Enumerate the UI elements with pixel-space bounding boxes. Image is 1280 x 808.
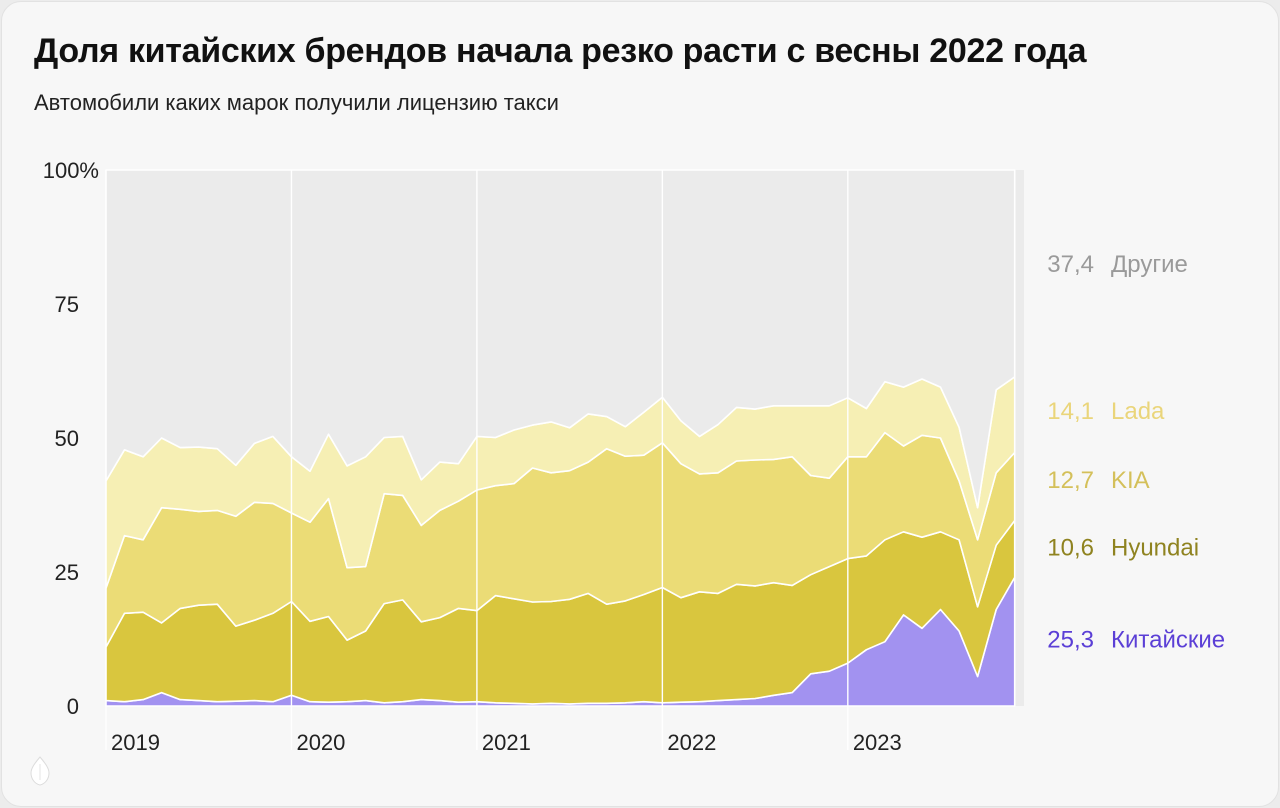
end-series-label: Китайские [1111,627,1225,654]
x-tick-label: 2021 [482,730,531,755]
y-tick-label: 100% [43,158,99,183]
end-series-label: Lada [1111,398,1165,425]
brand-logo-icon [30,756,50,786]
end-value-label: 37,4 [1047,251,1094,278]
chart-subtitle: Автомобили каких марок получили лицензию… [34,90,559,115]
x-tick-label: 2023 [853,730,902,755]
x-tick-label: 2022 [667,730,716,755]
gridlines [290,170,849,706]
y-tick-label: 50 [55,426,79,451]
end-labels: 25,3 Китайские 10,6 Hyundai 12,7 KIA 14,1 Lada 3… [1047,251,1225,654]
x-tick-label: 2019 [111,730,160,755]
end-series-label: Другие [1111,251,1188,278]
end-value-label: 12,7 [1047,467,1094,494]
x-tick-label: 2020 [296,730,345,755]
y-axis: 0 25 50 75 100% [43,158,99,719]
end-series-label: Hyundai [1111,534,1199,561]
x-axis: 2019 2020 2021 2022 2023 [105,706,902,755]
area-другие [105,169,1016,509]
series-areas [105,169,1016,707]
end-series-label: KIA [1111,467,1150,494]
chart-title: Доля китайских брендов начала резко раст… [34,32,1087,70]
end-value-label: 10,6 [1047,534,1094,561]
end-value-label: 14,1 [1047,398,1094,425]
y-tick-label: 0 [67,694,79,719]
y-tick-label: 25 [55,560,79,585]
y-tick-label: 75 [55,292,79,317]
end-value-label: 25,3 [1047,627,1094,654]
